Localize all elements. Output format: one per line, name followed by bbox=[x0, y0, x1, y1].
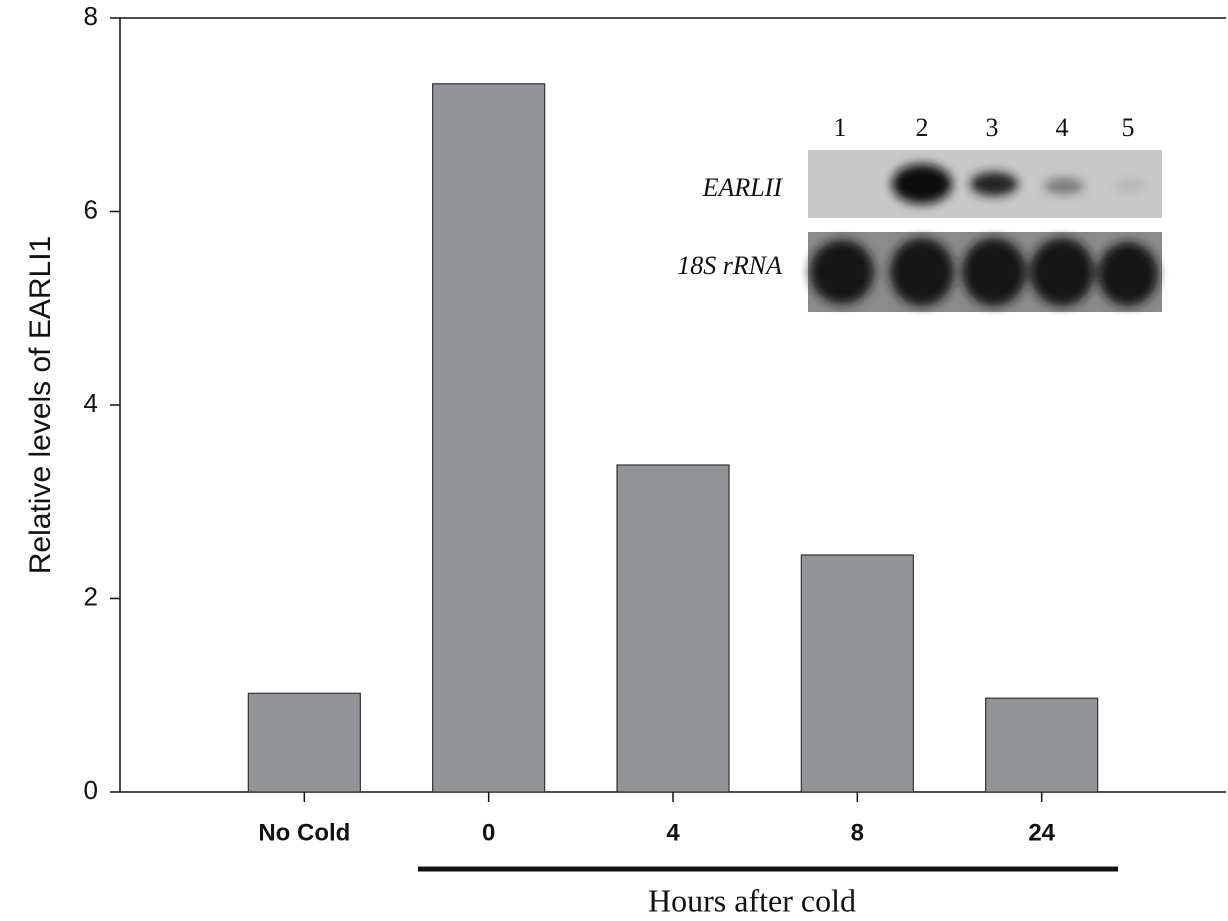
blot-row-label: EARLII bbox=[702, 173, 784, 202]
bar bbox=[801, 555, 913, 792]
x-axis-label: Hours after cold bbox=[648, 882, 856, 918]
blot-band bbox=[810, 240, 874, 304]
blot-band bbox=[892, 164, 952, 204]
bar bbox=[433, 84, 545, 792]
blot-band bbox=[962, 238, 1026, 306]
x-tick-label: 8 bbox=[851, 819, 864, 846]
blot-band bbox=[890, 238, 954, 306]
x-tick-label: 4 bbox=[666, 819, 680, 846]
x-tick-label: No Cold bbox=[258, 819, 350, 846]
lane-label: 4 bbox=[1056, 113, 1069, 142]
blot-band bbox=[1098, 242, 1158, 306]
bar bbox=[617, 465, 729, 792]
lane-label: 2 bbox=[916, 113, 929, 142]
lane-label: 1 bbox=[834, 113, 847, 142]
y-tick-label: 4 bbox=[84, 388, 98, 418]
chart: Relative levels of EARLI1 Hours after co… bbox=[0, 0, 1228, 921]
y-axis-label: Relative levels of EARLI1 bbox=[24, 236, 57, 575]
blot-row-label: 18S rRNA bbox=[677, 251, 782, 280]
x-tick-label: 24 bbox=[1028, 819, 1055, 846]
y-tick-label: 2 bbox=[84, 581, 98, 611]
blot-band bbox=[1030, 238, 1094, 306]
y-tick-label: 8 bbox=[84, 1, 98, 31]
blot-band bbox=[970, 172, 1018, 196]
blot-band bbox=[1044, 178, 1084, 194]
blot-band bbox=[1114, 180, 1146, 192]
bar bbox=[248, 693, 360, 792]
y-tick-label: 6 bbox=[84, 194, 98, 224]
bar bbox=[986, 698, 1098, 792]
y-tick-label: 0 bbox=[84, 775, 98, 805]
lane-label: 5 bbox=[1122, 113, 1135, 142]
x-tick-label: 0 bbox=[482, 819, 495, 846]
lane-label: 3 bbox=[986, 113, 999, 142]
blot-inset bbox=[808, 150, 1162, 312]
